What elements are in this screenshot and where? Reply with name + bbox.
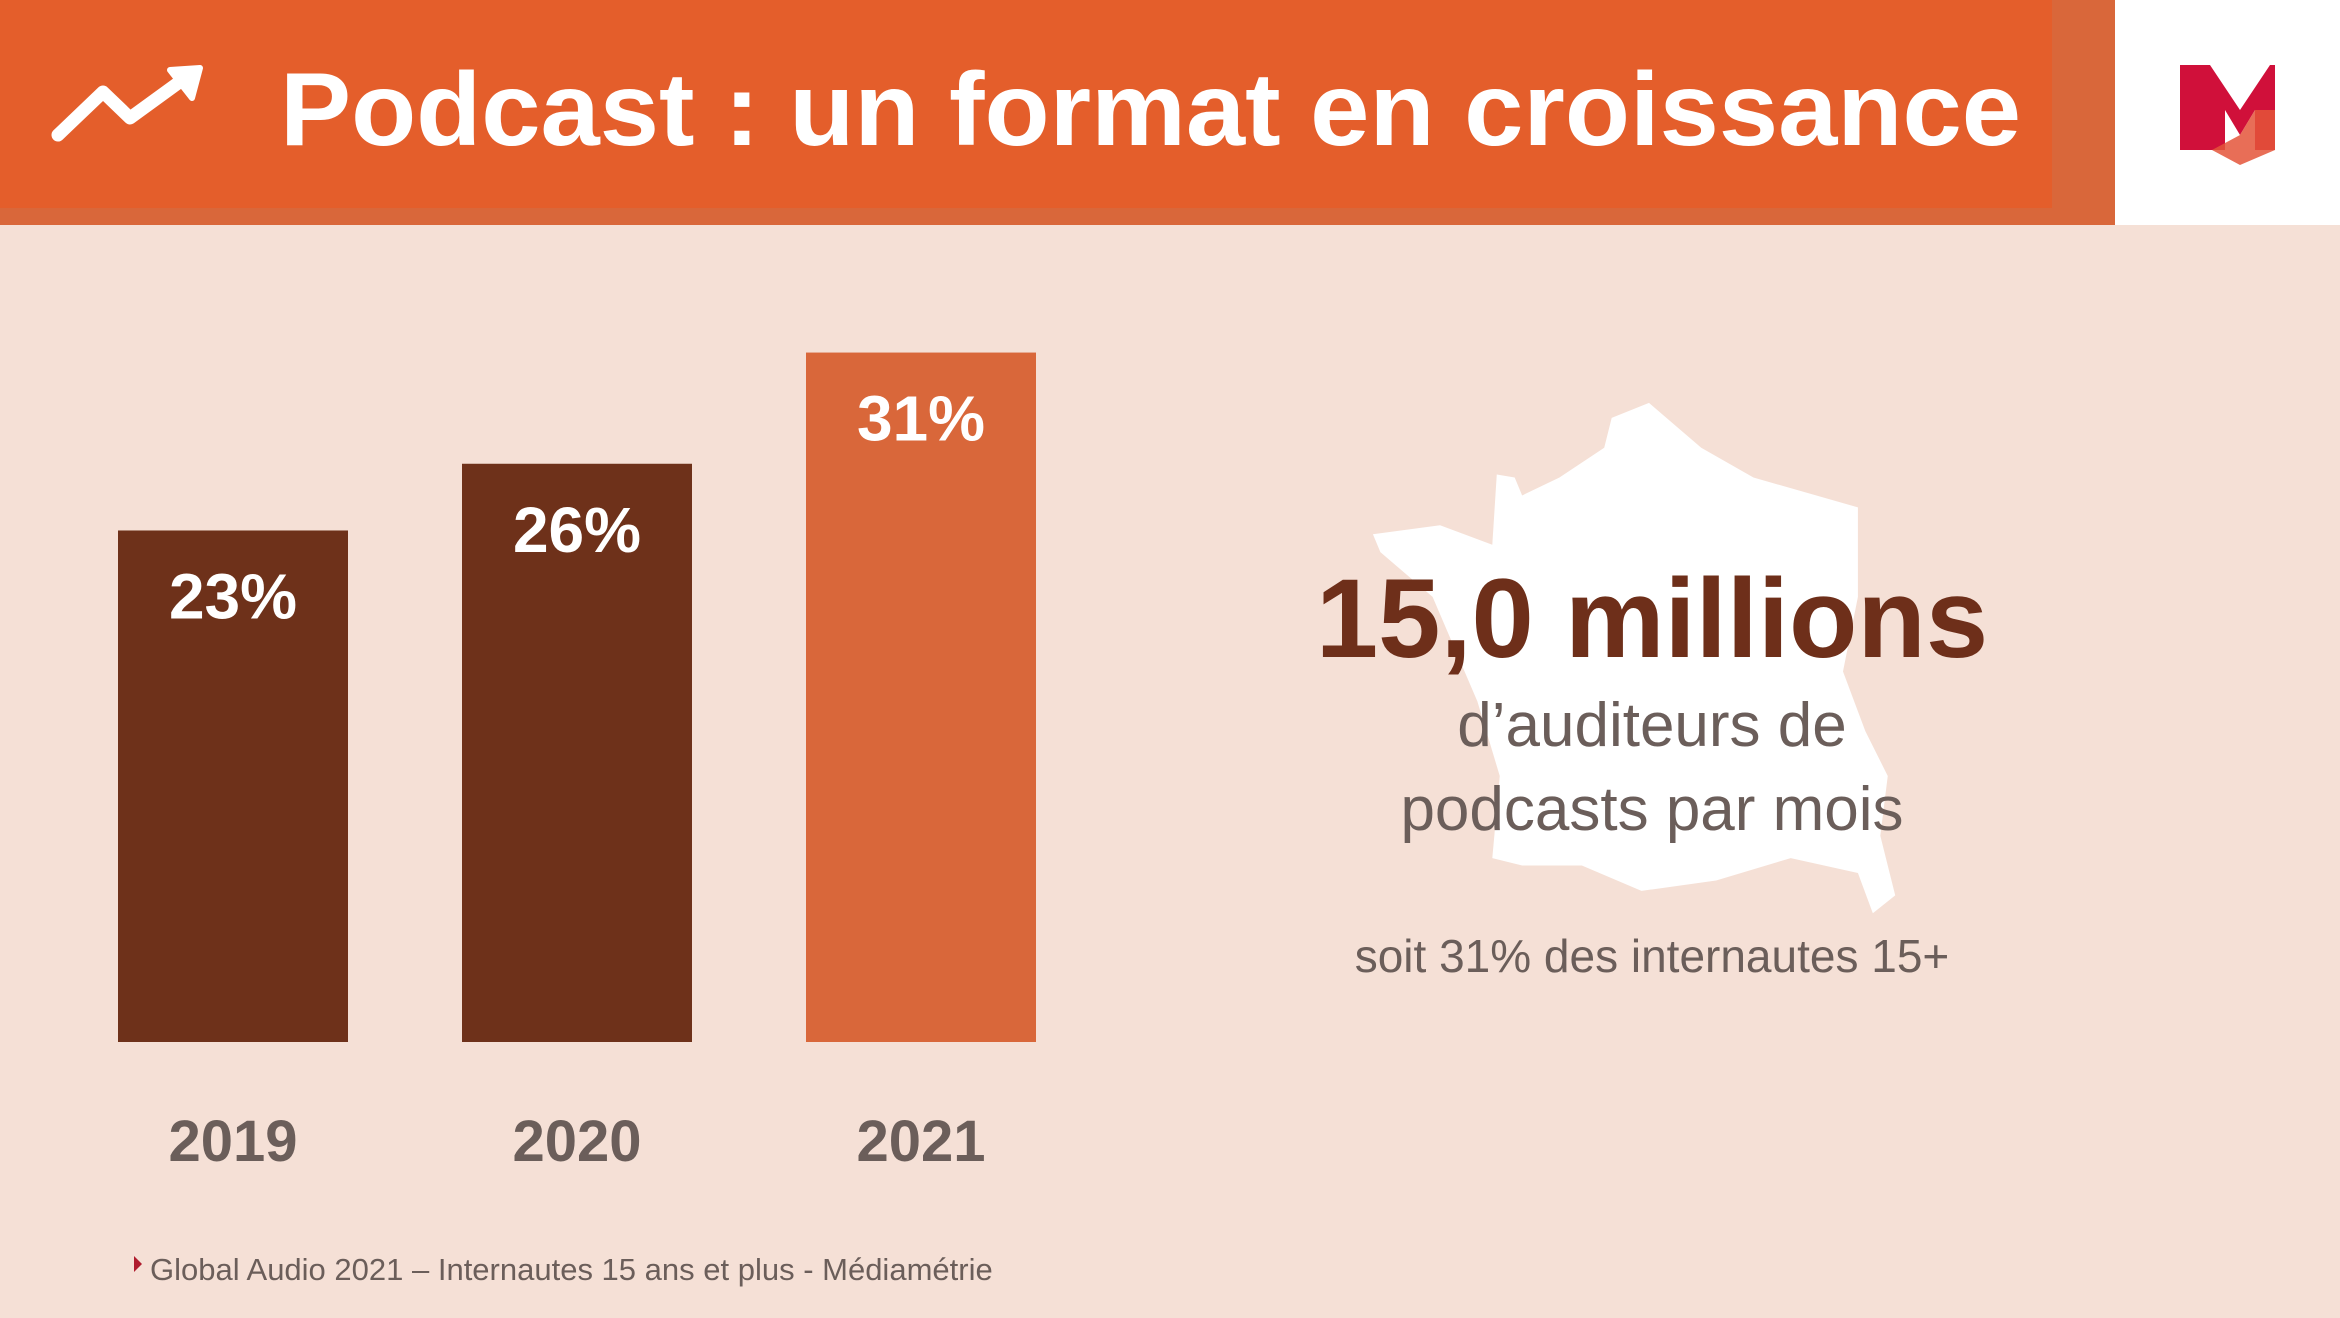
value-label: 26% xyxy=(513,494,641,566)
value-label: 31% xyxy=(857,383,985,455)
bar xyxy=(462,463,692,1042)
france-map xyxy=(1372,402,1896,914)
highlight-note: soit 31% des internautes 15+ xyxy=(1355,930,1950,982)
value-label: 23% xyxy=(169,560,297,632)
bar xyxy=(118,530,348,1042)
trend-icon xyxy=(51,65,203,142)
source: Global Audio 2021 – Internautes 15 ans e… xyxy=(150,1252,993,1287)
highlight-figure: 15,0 millions xyxy=(1316,556,1988,681)
title: Podcast : un format en croissance xyxy=(280,52,2021,168)
x-tick-label: 2019 xyxy=(168,1109,297,1174)
highlight-caption: d’auditeurs de xyxy=(1457,691,1847,760)
bar xyxy=(806,352,1036,1042)
logo xyxy=(2180,65,2275,165)
highlight-caption: podcasts par mois xyxy=(1400,775,1903,844)
x-tick-label: 2021 xyxy=(856,1109,985,1174)
header-inner xyxy=(0,0,2052,208)
x-tick-label: 2020 xyxy=(512,1109,641,1174)
source-marker xyxy=(134,1256,142,1272)
